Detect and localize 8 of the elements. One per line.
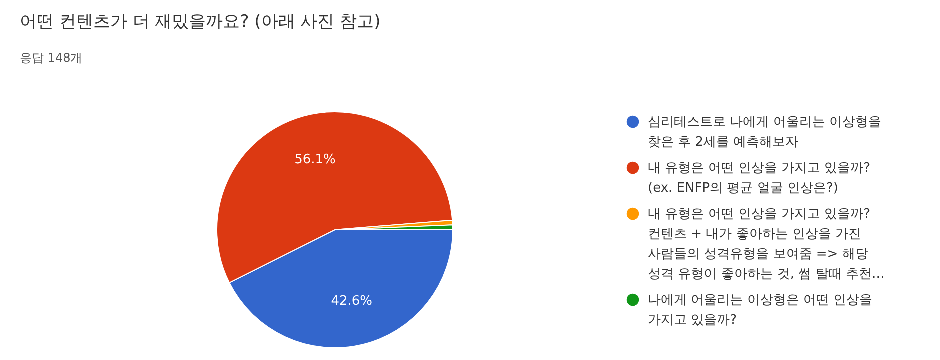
text: 응답 148개 xyxy=(20,51,83,65)
data-label: 56.1% xyxy=(294,152,336,168)
legend-label: 나에게 어울리는 이상형은 어떤 인상을 가지고 있을까? xyxy=(648,293,873,328)
data-label: 42.6% xyxy=(331,294,373,310)
legend-label: 내 유형은 어떤 인상을 가지고 있을까? (ex. ENFP의 평균 얼굴 인상은?) xyxy=(648,161,871,196)
legend-label: 심리테스트로 나에게 어울리는 이상형을 찾은 후 2세를 예측해보자 xyxy=(648,115,882,150)
chart-title: 어떤 컨텐츠가 더 재밌을까요? (아래 사진 참고) xyxy=(20,12,381,32)
legend-label: 내 유형은 어떤 인상을 가지고 있을까? 컨텐츠 + 내가 좋아하는 인상을 가진 사람들의 성격유형을 보여줌 => 해당 성격 유형이 좋아하는 것, 썸 탈때 추천… xyxy=(648,207,885,282)
